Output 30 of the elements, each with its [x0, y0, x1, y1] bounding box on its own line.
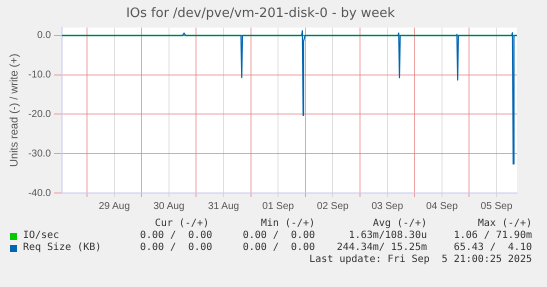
- y-axis-title: Units read (-) / write (+): [8, 54, 21, 167]
- x-tick-label: 05 Sep: [480, 200, 513, 212]
- text: Min (-/+): [260, 218, 315, 230]
- text: 1.63m/108.30u: [348, 230, 427, 242]
- text: 1.06 / 71.90m: [452, 230, 532, 242]
- y-tick-label: -10.0: [28, 70, 52, 81]
- text: 0.00 / 0.00: [140, 242, 212, 254]
- x-tick-label: 04 Sep: [426, 200, 458, 212]
- text: 0.00 / 0.00: [242, 242, 315, 253]
- y-tick-label: -40.0: [28, 188, 52, 199]
- text: Avg (-/+): [372, 218, 427, 230]
- x-tick-label: 29 Aug: [98, 200, 130, 212]
- text: 0.00 / 0.00: [140, 230, 212, 242]
- legend-label: Req Size (KB): [23, 242, 102, 254]
- legend-label: IO/sec: [23, 230, 60, 242]
- x-tick-label: 03 Sep: [371, 200, 404, 212]
- x-tick-label: 02 Sep: [316, 200, 350, 212]
- x-tick-label: 01 Sep: [262, 200, 294, 212]
- text: Cur (-/+): [154, 218, 209, 230]
- x-tick-label: 31 Aug: [208, 200, 240, 212]
- text: 0.00 / 0.00: [242, 230, 315, 241]
- y-tick-label: 0.0: [37, 30, 52, 42]
- text: Max (-/+): [476, 218, 532, 230]
- text: 244.34m/ 15.25m: [336, 242, 427, 254]
- chart-title: IOs for /dev/pve/vm-201-disk-0 - by week: [126, 6, 396, 22]
- text: Last update: Fri Sep 5 21:00:25 2025: [308, 254, 532, 265]
- y-tick-label: -30.0: [28, 148, 52, 160]
- text: 65.43 / 4.10: [452, 242, 532, 254]
- x-tick-label: 30 Aug: [153, 200, 184, 212]
- y-tick-label: -20.0: [28, 108, 52, 120]
